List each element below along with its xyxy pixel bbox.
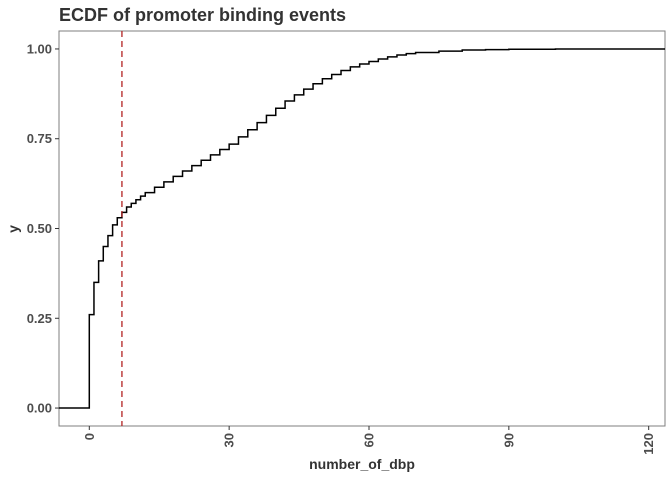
x-axis-title: number_of_dbp [309, 456, 415, 472]
chart-title: ECDF of promoter binding events [59, 5, 346, 25]
x-tick-label: 120 [641, 433, 656, 455]
y-axis: 0.00 0.25 0.50 0.75 1.00 [27, 41, 59, 416]
y-tick-label: 0.25 [27, 311, 52, 326]
y-tick-label: 0.75 [27, 131, 52, 146]
y-tick-label: 0.50 [27, 221, 52, 236]
x-tick-label: 60 [361, 433, 376, 447]
y-tick-label: 1.00 [27, 41, 52, 56]
y-axis-title: y [5, 225, 21, 233]
x-tick-label: 0 [82, 433, 97, 440]
plot-panel [58, 30, 666, 427]
x-axis: 0 30 60 90 120 [82, 426, 656, 455]
x-tick-label: 30 [222, 433, 237, 447]
x-tick-label: 90 [501, 433, 516, 447]
y-tick-label: 0.00 [27, 401, 52, 416]
